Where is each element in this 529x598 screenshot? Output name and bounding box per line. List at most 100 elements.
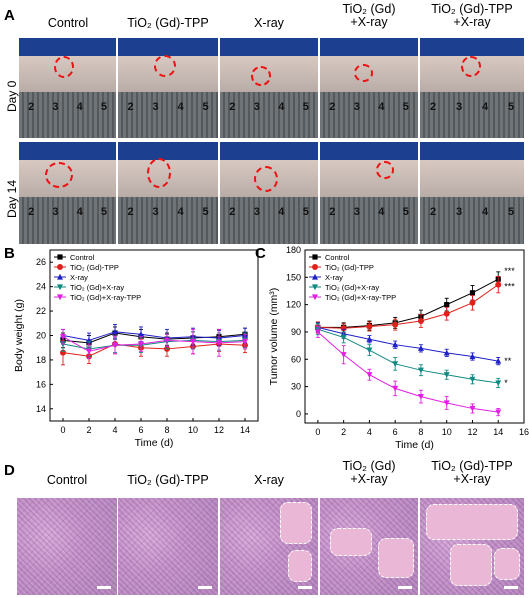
- y-tick-label: 60: [291, 354, 301, 364]
- panel-label-d: D: [4, 462, 15, 479]
- data-point: [417, 345, 424, 351]
- x-tick-label: 6: [138, 425, 143, 435]
- data-point: [417, 393, 424, 400]
- y-tick-label: 20: [36, 331, 46, 341]
- tumor-marker: [354, 64, 373, 82]
- data-point: [216, 340, 222, 347]
- legend-label: TiO₂ (Gd)+X-ray: [70, 283, 124, 292]
- group-header: TiO₂ (Gd)-TPP: [127, 473, 209, 487]
- histology-image: [420, 498, 524, 595]
- data-point: [392, 361, 399, 368]
- data-point: [417, 367, 424, 374]
- data-point: [312, 273, 318, 280]
- data-point: [314, 329, 321, 336]
- data-point: [443, 349, 450, 356]
- tumor-marker: [461, 56, 481, 77]
- x-tick-label: 6: [393, 427, 398, 437]
- data-point: [57, 264, 63, 270]
- scale-bar: [97, 586, 111, 589]
- x-tick-label: 10: [188, 425, 198, 435]
- data-point: [312, 284, 318, 291]
- x-tick-label: 14: [240, 425, 250, 435]
- histology-image: [118, 498, 218, 595]
- x-tick-label: 4: [367, 427, 372, 437]
- legend-label: TiO₂ (Gd)+X-ray: [325, 283, 379, 292]
- plot-frame: [304, 249, 525, 424]
- tumor-marker: [251, 66, 271, 86]
- y-tick-label: 18: [36, 355, 46, 365]
- series-line: [317, 331, 499, 413]
- legend-label: TiO₂ (Gd)-TPP: [70, 263, 119, 272]
- y-tick-label: 22: [36, 306, 46, 316]
- data-point: [469, 299, 476, 306]
- tumor-volume-chart: 0 2 4 6 8 10 12 14 16 0 30 60 90 120 150 180 Time (d) Tum…: [268, 245, 529, 451]
- data-point: [469, 405, 476, 412]
- tumor-marker: [254, 166, 278, 192]
- data-point: [366, 347, 373, 354]
- panel-label-a: A: [4, 7, 15, 24]
- data-point: [164, 337, 170, 344]
- data-point: [112, 328, 118, 335]
- group-header: TiO₂ (Gd)-TPP: [127, 16, 209, 30]
- x-axis-label: Time (d): [135, 437, 174, 449]
- x-tick-label: 2: [341, 427, 346, 437]
- significance-mark: **: [504, 356, 512, 366]
- data-point: [495, 281, 502, 288]
- tumor-marker: [376, 161, 394, 179]
- x-tick-label: 0: [60, 425, 65, 435]
- x-tick-label: 4: [112, 425, 117, 435]
- series-line: [62, 336, 246, 352]
- x-tick-label: 14: [493, 427, 503, 437]
- x-tick-label: 8: [164, 425, 169, 435]
- series-line: [317, 278, 499, 328]
- series-line: [317, 328, 499, 384]
- group-header: TiO₂ (Gd)-TPP +X-ray: [431, 2, 513, 29]
- significance-mark: ***: [504, 266, 515, 276]
- data-point: [366, 323, 373, 330]
- x-tick-label: 16: [519, 427, 529, 437]
- data-point: [469, 376, 476, 383]
- x-tick-label: 8: [418, 427, 423, 437]
- data-point: [57, 294, 63, 301]
- y-tick-label: 90: [291, 327, 301, 337]
- data-point: [312, 294, 318, 301]
- panel-label-c: C: [255, 245, 266, 262]
- legend-label: TiO₂ (Gd)+X-ray-TPP: [70, 293, 141, 302]
- panel-label-b: B: [4, 245, 15, 262]
- data-point: [469, 290, 476, 296]
- data-point: [340, 325, 347, 332]
- data-point: [495, 357, 502, 364]
- group-header: X-ray: [254, 473, 284, 487]
- y-tick-label: 24: [36, 282, 46, 292]
- data-point: [443, 372, 450, 378]
- x-tick-label: 2: [86, 425, 91, 435]
- data-point: [444, 302, 450, 308]
- x-tick-label: 12: [214, 425, 224, 435]
- data-point: [86, 348, 92, 355]
- data-point: [392, 341, 399, 348]
- tumor-marker: [45, 162, 73, 188]
- data-point: [312, 254, 318, 260]
- data-point: [443, 400, 450, 407]
- legend-label: TiO₂ (Gd)+X-ray-TPP: [325, 293, 396, 302]
- data-point: [340, 352, 347, 358]
- series-line: [317, 284, 499, 329]
- significance-mark: ***: [504, 282, 515, 292]
- series-line: [62, 332, 246, 344]
- y-tick-label: 30: [291, 382, 301, 392]
- tumor-marker: [54, 56, 74, 78]
- data-point: [495, 409, 502, 416]
- significance-mark: *: [504, 378, 508, 388]
- y-tick-label: 120: [286, 300, 301, 310]
- data-point: [60, 334, 66, 340]
- series-line: [62, 339, 246, 350]
- data-point: [366, 372, 373, 378]
- row-label-day14: Day 14: [5, 179, 19, 218]
- histology-image: [320, 498, 418, 595]
